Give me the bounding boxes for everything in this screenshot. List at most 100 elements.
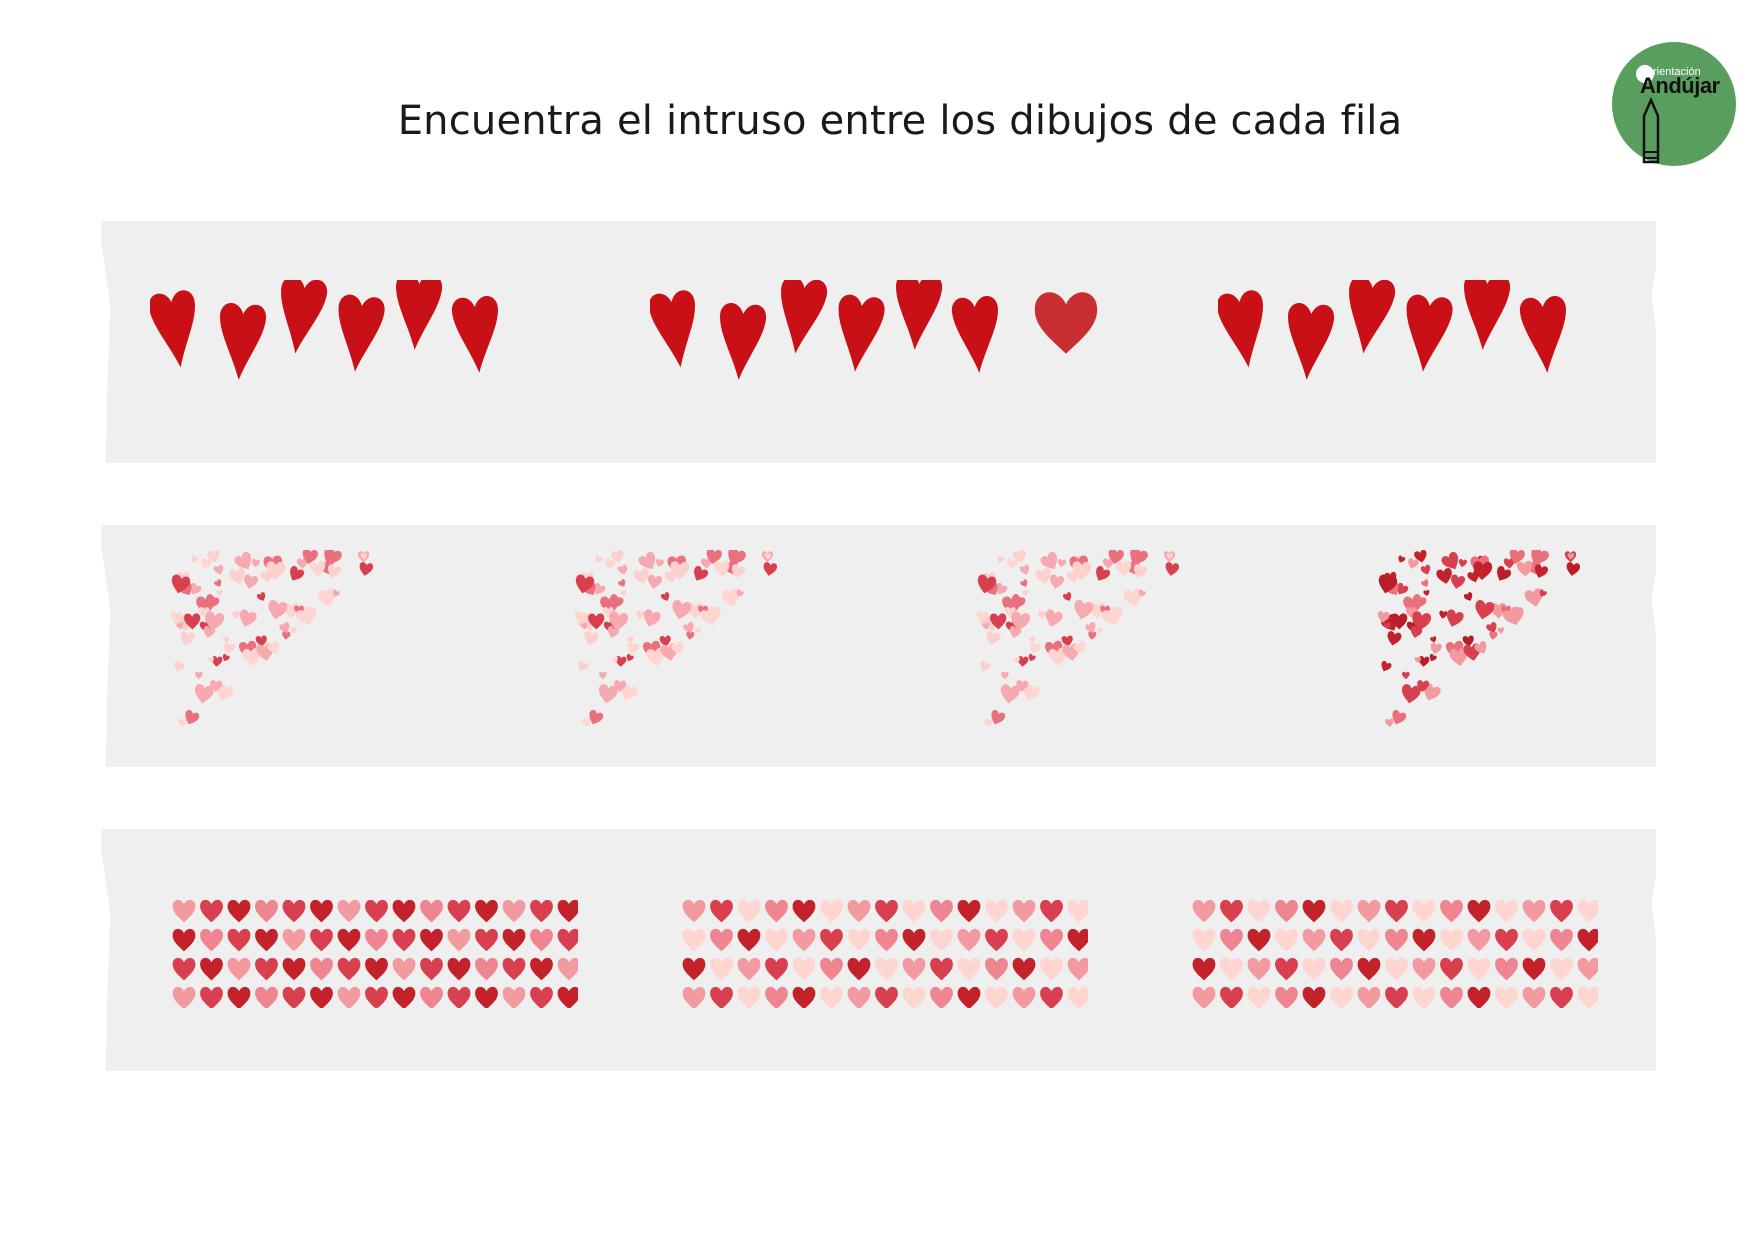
confetti-heart-icon	[324, 546, 342, 565]
confetti-heart-icon	[1022, 589, 1029, 596]
confetti-heart-icon	[1044, 558, 1052, 566]
row-1-option-3[interactable]	[1216, 273, 1618, 410]
confetti-heart-icon	[620, 589, 627, 596]
confetti-heart-icon	[1020, 579, 1028, 587]
confetti-heart-icon	[1377, 611, 1390, 623]
grid-heart-icon	[420, 986, 443, 1010]
grid-heart-icon	[172, 986, 196, 1010]
grid-heart-icon	[1192, 899, 1216, 923]
confetti-heart-icon	[1048, 647, 1067, 667]
grid-heart-icon	[1192, 957, 1216, 981]
drawn-heart-icon	[220, 303, 266, 380]
drawn-heart-icon	[896, 273, 942, 350]
confetti-heart-icon	[986, 631, 1001, 646]
grid-heart-icon	[1412, 899, 1436, 923]
grid-heart-icon	[365, 986, 388, 1010]
confetti-heart-icon	[1029, 636, 1036, 643]
row-2-option-2[interactable]	[572, 546, 812, 750]
confetti-heart-icon	[1412, 611, 1432, 631]
confetti-heart-icon	[1023, 683, 1040, 701]
row-2-option-2-hearts	[574, 546, 778, 728]
confetti-heart-icon	[984, 718, 993, 728]
grid-heart-icon	[1220, 899, 1243, 923]
confetti-heart-icon	[580, 622, 588, 630]
confetti-heart-icon	[1391, 613, 1408, 630]
confetti-heart-icon	[1013, 549, 1026, 563]
confetti-heart-icon	[1392, 709, 1407, 725]
row-2-option-4[interactable]	[1375, 546, 1615, 750]
grid-heart-icon	[1067, 957, 1091, 981]
row-2-option-1[interactable]	[168, 546, 408, 750]
grid-heart-icon	[1577, 928, 1601, 952]
grid-heart-icon	[337, 986, 361, 1010]
grid-heart-icon	[392, 899, 416, 923]
grid-heart-icon	[682, 957, 706, 981]
grid-heart-icon	[1440, 957, 1463, 981]
confetti-heart-icon	[211, 656, 223, 667]
confetti-heart-icon	[190, 582, 202, 595]
confetti-heart-icon	[648, 574, 662, 589]
grid-heart-icon	[502, 957, 526, 981]
confetti-heart-icon	[660, 592, 670, 601]
row-3-option-3-hearts	[1192, 899, 1601, 1010]
row-1-option-2[interactable]	[648, 273, 1130, 410]
grid-heart-icon	[985, 986, 1008, 1010]
grid-heart-icon	[1012, 986, 1036, 1010]
grid-heart-icon	[1550, 928, 1573, 952]
confetti-heart-icon	[1101, 606, 1120, 626]
grid-heart-icon	[1495, 986, 1518, 1010]
grid-heart-icon	[902, 957, 926, 981]
confetti-heart-icon	[214, 579, 222, 587]
confetti-heart-icon	[670, 561, 690, 581]
confetti-heart-icon	[1445, 558, 1453, 566]
confetti-heart-icon	[1074, 599, 1094, 620]
grid-heart-icon	[557, 899, 581, 923]
grid-heart-icon	[1522, 957, 1546, 981]
confetti-heart-icon	[184, 613, 201, 630]
grid-heart-icon	[1192, 928, 1216, 952]
grid-heart-icon	[792, 899, 816, 923]
grid-heart-icon	[1067, 986, 1091, 1010]
row-3-option-3[interactable]	[1188, 893, 1601, 1010]
grid-heart-icon	[710, 957, 733, 981]
confetti-heart-icon	[594, 582, 606, 595]
drawn-heart-icon	[396, 273, 442, 350]
grid-heart-icon	[1522, 986, 1546, 1010]
grid-heart-icon	[957, 986, 981, 1010]
confetti-heart-icon	[1531, 546, 1549, 565]
grid-heart-icon	[310, 957, 333, 981]
confetti-heart-icon	[1458, 558, 1467, 568]
grid-heart-icon	[957, 928, 981, 952]
confetti-heart-icon	[232, 610, 241, 619]
grid-heart-icon	[1467, 986, 1491, 1010]
confetti-heart-icon	[605, 558, 616, 569]
grid-heart-icon	[847, 957, 871, 981]
confetti-heart-icon	[1013, 656, 1020, 664]
grid-heart-icon	[365, 899, 388, 923]
confetti-heart-icon	[991, 709, 1006, 725]
confetti-heart-icon	[1385, 718, 1394, 728]
grid-heart-icon	[392, 986, 416, 1010]
grid-heart-icon	[447, 957, 471, 981]
confetti-heart-icon	[244, 574, 258, 589]
confetti-heart-icon	[615, 656, 627, 667]
confetti-heart-icon	[1045, 609, 1063, 627]
grid-heart-icon	[710, 928, 733, 952]
grid-heart-icon	[282, 899, 306, 923]
confetti-heart-icon	[1451, 574, 1465, 589]
grid-heart-icon	[337, 957, 361, 981]
grid-heart-icon	[1522, 899, 1546, 923]
grid-heart-icon	[1275, 957, 1298, 981]
row-3-option-2[interactable]	[678, 893, 1091, 1010]
confetti-heart-icon	[1123, 588, 1142, 607]
row-3-option-1[interactable]	[168, 893, 581, 1010]
confetti-heart-icon	[360, 553, 368, 560]
grid-heart-icon	[172, 928, 196, 952]
grid-heart-icon	[447, 928, 471, 952]
confetti-heart-icon	[1038, 610, 1047, 619]
grid-heart-icon	[1385, 957, 1408, 981]
row-1-option-1[interactable]	[148, 273, 550, 410]
confetti-heart-icon	[255, 635, 267, 647]
confetti-heart-icon	[213, 564, 224, 575]
row-2-option-3[interactable]	[974, 546, 1214, 750]
